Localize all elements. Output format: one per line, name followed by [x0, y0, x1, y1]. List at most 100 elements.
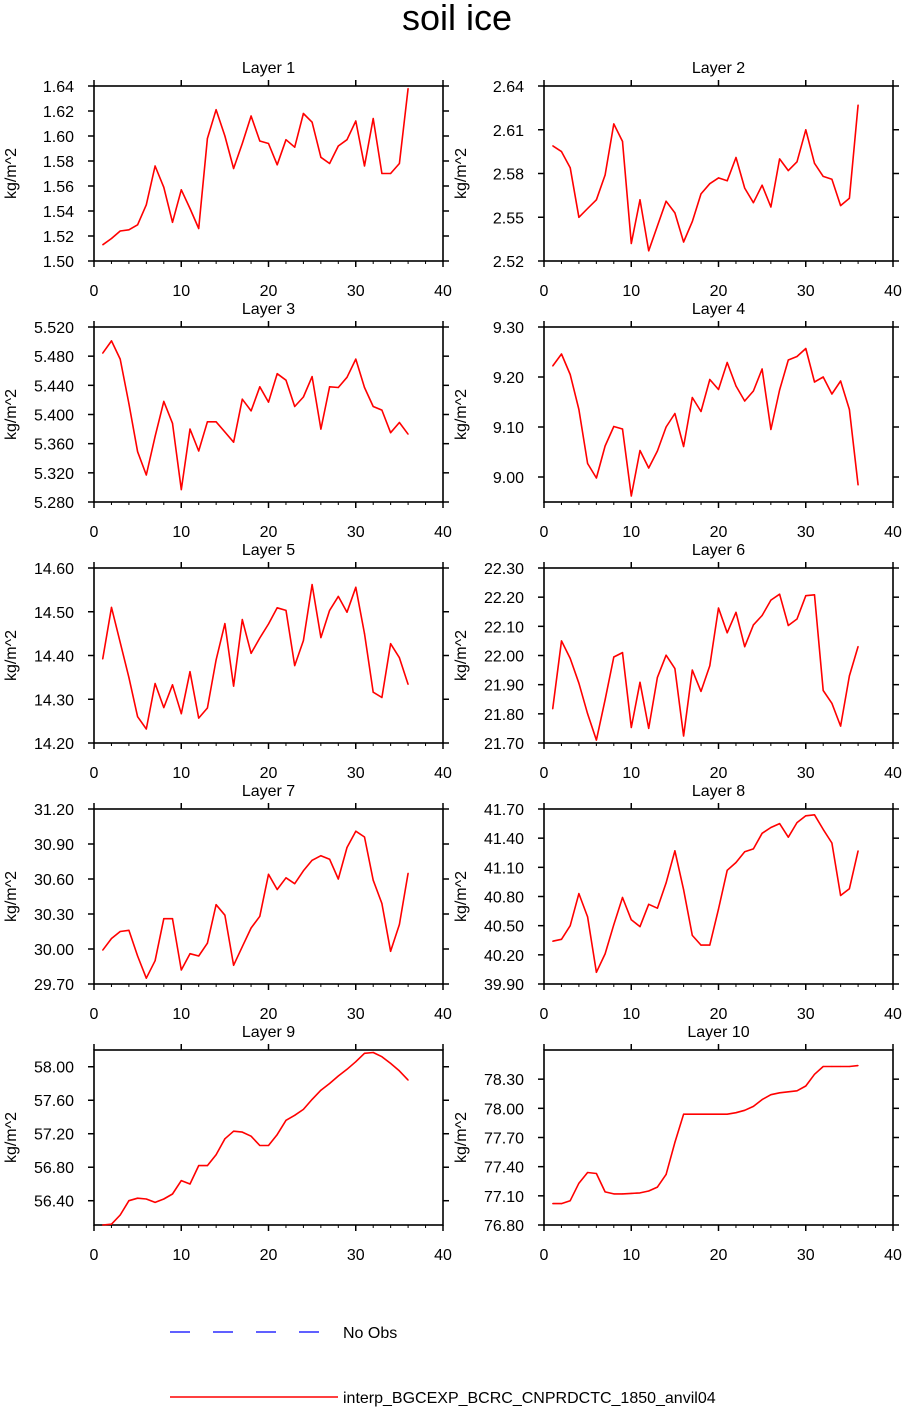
plot-frame — [543, 326, 894, 503]
panel-layer-9: Layer 9 kg/m^2 0 10 20 30 40 56.40 56.80 57.20 57.… — [3, 1024, 452, 1264]
data-point — [726, 361, 728, 364]
data-point — [110, 237, 113, 240]
x-tick-label: 10 — [622, 524, 640, 541]
data-point — [171, 684, 174, 686]
y-tick-label: 14.40 — [34, 649, 74, 666]
data-point — [320, 428, 322, 430]
data-point — [726, 869, 728, 871]
data-point — [630, 242, 632, 245]
data-point — [276, 164, 278, 166]
x-tick-label: 20 — [260, 524, 278, 541]
data-point — [560, 353, 563, 355]
data-point — [198, 1164, 200, 1167]
data-point — [355, 120, 357, 122]
data-point — [578, 682, 580, 684]
data-point — [787, 359, 789, 361]
data-point — [717, 177, 720, 179]
data-point — [744, 646, 746, 648]
y-axis-label: kg/m^2 — [453, 1112, 470, 1163]
data-point — [337, 145, 339, 147]
y-tick-label: 9.20 — [493, 370, 524, 387]
data-point — [752, 848, 755, 850]
y-tick-label: 1.64 — [43, 79, 74, 96]
y-tick-label: 5.400 — [34, 408, 74, 425]
data-point — [198, 717, 200, 719]
data-point — [840, 1065, 842, 1068]
panel-layer-3: Layer 3 kg/m^2 0 10 20 30 40 5.280 5.320 5.360 5.4… — [3, 301, 452, 541]
data-point — [163, 1198, 165, 1200]
data-point — [372, 691, 374, 693]
data-point — [328, 386, 331, 388]
data-point — [145, 474, 147, 476]
data-point — [560, 151, 563, 153]
data-point — [407, 87, 409, 90]
data-point — [587, 916, 589, 918]
data-point — [302, 640, 304, 642]
data-point — [578, 892, 580, 895]
x-tick-label: 0 — [90, 1006, 99, 1023]
x-tick-label: 40 — [884, 524, 902, 541]
plot-frame — [93, 326, 444, 503]
data-point — [717, 908, 720, 910]
panel-title: Layer 6 — [692, 542, 745, 559]
data-point — [717, 1113, 720, 1115]
data-point — [822, 1065, 824, 1068]
y-tick-label: 14.50 — [34, 605, 74, 622]
x-tick-label: 0 — [540, 1247, 549, 1264]
data-point — [770, 599, 772, 601]
data-point — [320, 855, 322, 857]
legend: No Obs interp_BGCEXP_BCRC_CNPRDCTC_1850_… — [170, 1325, 716, 1407]
y-tick-label: 30.90 — [34, 837, 74, 854]
y-tick-label: 30.30 — [34, 907, 74, 924]
panel-title: Layer 4 — [692, 301, 745, 318]
data-point — [241, 1131, 243, 1133]
y-tick-label: 2.58 — [493, 167, 524, 184]
data-point — [552, 1203, 554, 1205]
data-point — [665, 200, 667, 202]
data-point — [613, 123, 615, 125]
panel-layer-1: Layer 1 kg/m^2 0 10 20 30 40 1.50 1.52 1.54 1.56 1.… — [3, 60, 452, 300]
data-point — [656, 225, 659, 227]
data-point — [259, 140, 261, 142]
y-axis-label: kg/m^2 — [453, 389, 470, 440]
data-point — [587, 207, 589, 210]
data-point — [233, 167, 235, 170]
data-point — [674, 850, 676, 852]
data-point — [241, 398, 243, 400]
x-tick-label: 10 — [172, 524, 190, 541]
data-point — [381, 1056, 383, 1058]
data-point — [294, 146, 296, 148]
x-tick-label: 20 — [710, 1006, 728, 1023]
x-tick-label: 20 — [710, 283, 728, 300]
data-point — [665, 1173, 667, 1176]
data-point — [259, 915, 261, 917]
panel-layer-2: Layer 2 kg/m^2 0 10 20 30 40 2.52 2.55 2.58 2.61 2.… — [453, 60, 902, 300]
data-point — [691, 669, 693, 671]
x-tick-label: 30 — [797, 524, 815, 541]
x-tick-label: 10 — [622, 1247, 640, 1264]
panel-title: Layer 2 — [692, 60, 745, 77]
y-tick-label: 76.80 — [484, 1218, 524, 1235]
data-point — [848, 408, 850, 411]
series-line-model — [101, 583, 409, 730]
data-point — [717, 388, 720, 391]
data-point — [398, 657, 400, 659]
data-point — [560, 938, 563, 940]
data-point — [137, 716, 139, 718]
data-point — [381, 409, 383, 411]
data-point — [805, 595, 807, 597]
x-tick-label: 40 — [434, 1006, 452, 1023]
x-tick-label: 40 — [884, 283, 902, 300]
data-point — [250, 652, 252, 654]
data-point — [735, 1112, 737, 1114]
series-line-model — [102, 88, 409, 246]
data-point — [128, 229, 130, 231]
y-tick-label: 57.20 — [34, 1127, 74, 1144]
data-point — [639, 199, 641, 201]
panel-title: Layer 9 — [242, 1024, 295, 1041]
data-point — [822, 828, 824, 831]
x-tick-label: 20 — [260, 1006, 278, 1023]
data-point — [180, 1180, 182, 1182]
data-point — [407, 433, 409, 435]
data-point — [233, 1130, 235, 1132]
